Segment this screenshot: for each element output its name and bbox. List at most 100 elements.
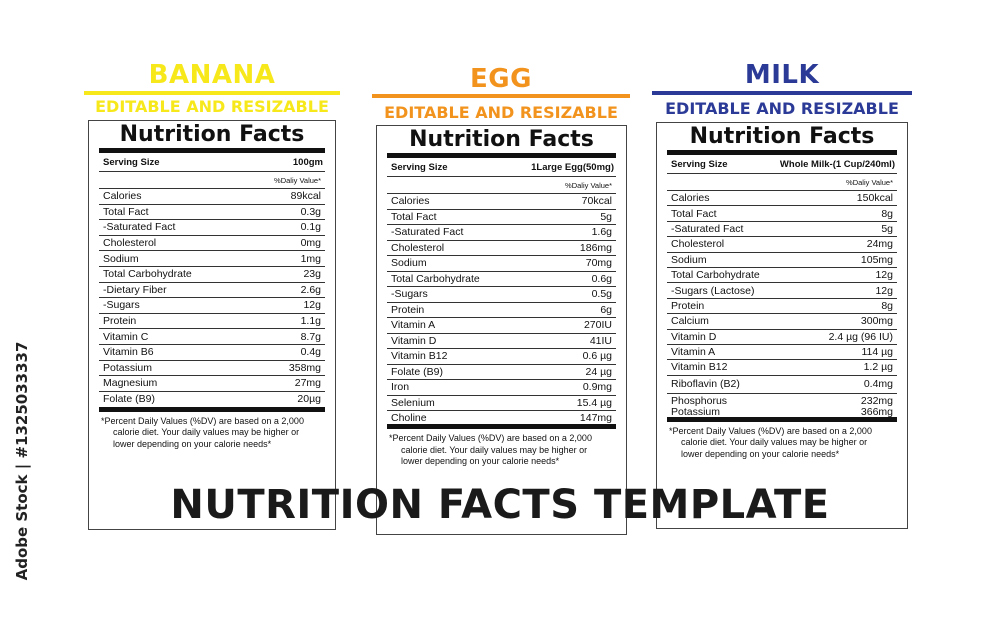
nutrient-row: Protein 1.1g (99, 314, 325, 330)
footnote-line: calorie diet. Your daily values may be h… (681, 437, 868, 448)
stock-watermark-text: Adobe Stock | #1325033337 (13, 341, 31, 581)
serving-value: 1Large Egg(50mg) (531, 162, 614, 173)
nutrition-facts-heading: Nutrition Facts (409, 127, 594, 152)
nutrient-row: Vitamin D 2.4 µg (96 IU) (667, 330, 897, 345)
serving-label: Serving Size (103, 157, 160, 168)
nutrient-row: Vitamin A 114 µg (667, 345, 897, 361)
nutrient-row: Vitamin B12 0.6 µg (387, 349, 616, 365)
nutrient-row: Sodium 70mg (387, 256, 616, 272)
nutrient-row: Total Carbohydrate 0.6g (387, 272, 616, 287)
nutrient-name: Choline (391, 411, 427, 424)
nutrient-row: Folate (B9) 20µg (99, 392, 325, 412)
nutrient-row: -Sugars (Lactose) 12g (667, 283, 897, 299)
nutrient-name: Total Carbohydrate (391, 272, 480, 285)
footnote-line: lower depending on your calorie needs* (681, 448, 840, 459)
serving-size-row: Serving Size 100gm (99, 153, 325, 172)
nutrient-name: Cholesterol (103, 237, 157, 250)
nutrient-value: 70kcal (581, 195, 612, 208)
nutrient-row: Total Carbohydrate 12g (667, 268, 897, 284)
nutrient-name: Sodium (103, 252, 139, 265)
editable-subtitle: EDITABLE AND RESIZABLE (95, 97, 329, 116)
nutrient-value: 147mg (579, 411, 612, 424)
nutrient-name: -Saturated Fact (671, 222, 744, 235)
nutrient-value: 1mg (300, 252, 321, 265)
nutrient-row: Cholesterol 24mg (667, 237, 897, 253)
nutrient-value: 12g (303, 299, 321, 312)
nutrient-value: 2.4 µg (96 IU) (828, 330, 893, 343)
nutrient-name: Total Fact (391, 210, 437, 223)
nutrient-name: Total Carbohydrate (103, 268, 192, 281)
nutrient-value: 12g (875, 269, 893, 282)
nutrient-name: Riboflavin (B2) (671, 378, 740, 391)
nutrient-name: Protein (671, 299, 705, 312)
nutrient-row: Potassium 358mg (99, 361, 325, 377)
nutrition-label: Nutrition Facts Serving Size 1Large Egg(… (376, 125, 627, 535)
nutrient-name: Phosphorus (671, 394, 728, 407)
nutrient-value: 300mg (860, 315, 893, 328)
nutrient-row: Folate (B9) 24 µg (387, 365, 616, 380)
nutrient-name: Calories (391, 195, 430, 208)
footnote-line: *Percent Daily Values (%DV) are based on… (669, 425, 872, 436)
nutrient-row: Protein 6g (387, 303, 616, 318)
nutrient-row: Vitamin A 270IU (387, 318, 616, 334)
nutrient-row: Vitamin B6 0.4g (99, 345, 325, 361)
nutrient-name: Potassium (671, 406, 721, 419)
nutrient-rows: Calories 70kcal Total Fact 5g -Saturated F… (387, 194, 616, 429)
nutrient-row: Magnesium 27mg (99, 376, 325, 392)
nutrient-value: 0.3g (300, 205, 321, 218)
nutrient-value: 232mg (860, 394, 893, 407)
nutrient-name: Vitamin D (391, 334, 437, 347)
nutrient-row: Calories 89kcal (99, 189, 325, 205)
daily-value-header: %Daliy Value* (667, 174, 897, 191)
nutrient-row: Calcium 300mg (667, 314, 897, 330)
nutrient-row: Total Fact 5g (387, 210, 616, 225)
nutrient-row: Choline 147mg (387, 411, 616, 429)
nutrient-value: 0mg (300, 237, 321, 250)
thick-divider (99, 148, 325, 153)
nutrition-facts-heading: Nutrition Facts (119, 122, 305, 147)
nutrient-row: Iron 0.9mg (387, 380, 616, 396)
nutrient-value: 23g (303, 268, 321, 281)
nutrient-value: 105mg (860, 253, 893, 266)
serving-size-row: Serving Size Whole Milk-(1 Cup/240ml) (667, 155, 897, 174)
nutrient-value: 358mg (288, 361, 321, 374)
nutrient-row: Total Fact 0.3g (99, 205, 325, 221)
nutrient-name: Iron (391, 381, 410, 394)
nutrient-row: Cholesterol 186mg (387, 241, 616, 256)
nutrient-value: 270IU (583, 319, 612, 332)
nutrient-row: Vitamin B12 1.2 µg (667, 360, 897, 376)
nutrient-value: 1.1g (300, 315, 321, 328)
footnote-line: lower depending on your calorie needs* (113, 438, 272, 449)
nutrient-name: Cholesterol (671, 238, 725, 251)
serving-size-row: Serving Size 1Large Egg(50mg) (387, 158, 616, 177)
nutrient-name: Vitamin D (671, 330, 717, 343)
egg-panel: EGG EDITABLE AND RESIZABLE Nutrition Fac… (372, 62, 630, 535)
nutrition-label: Nutrition Facts Serving Size Whole Milk-… (656, 122, 908, 529)
nutrition-label: Nutrition Facts Serving Size 100gm %Dali… (88, 120, 336, 530)
nutrient-row: Phosphorus 232mg (667, 394, 897, 408)
thick-divider (667, 150, 897, 155)
nutrient-value: 6g (600, 303, 612, 316)
nutrient-row: Total Fact 8g (667, 206, 897, 222)
nutrient-row: Calories 150kcal (667, 191, 897, 207)
nutrient-value: 12g (875, 284, 893, 297)
nutrient-value: 5g (600, 210, 612, 223)
banana-panel: BANANA EDITABLE AND RESIZABLE Nutrition … (84, 60, 340, 530)
nutrient-value: 366mg (860, 406, 893, 419)
nutrient-value: 24mg (866, 238, 893, 251)
nutrient-value: 8.7g (300, 330, 321, 343)
daily-value-footnote: *Percent Daily Values (%DV) are based on… (387, 429, 616, 468)
nutrient-value: 1.6g (591, 226, 612, 239)
nutrient-name: Folate (B9) (391, 365, 443, 378)
nutrient-name: -Dietary Fiber (103, 283, 167, 296)
nutrient-name: Vitamin B12 (391, 350, 448, 363)
nutrient-value: 114 µg (861, 346, 893, 359)
nutrient-name: -Sugars (391, 288, 428, 301)
nutrition-facts-heading: Nutrition Facts (689, 124, 875, 149)
nutrient-name: Total Carbohydrate (671, 269, 760, 282)
nutrient-value: 0.4g (300, 346, 321, 359)
nutrient-value: 0.9mg (582, 381, 612, 394)
nutrient-value: 2.6g (300, 283, 321, 296)
nutrient-row: Vitamin D 41IU (387, 334, 616, 349)
panel-title: MILK (744, 60, 820, 90)
